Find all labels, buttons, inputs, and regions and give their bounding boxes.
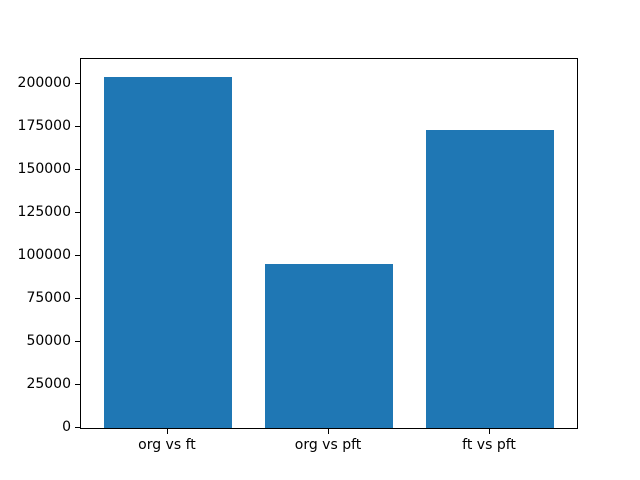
- y-tick-label: 50000: [26, 332, 71, 349]
- y-tick-label: 0: [62, 419, 71, 435]
- y-tick-mark: [75, 340, 80, 342]
- y-tick-label: 100000: [17, 246, 71, 263]
- plot-area: [80, 58, 578, 429]
- y-tick-mark: [75, 125, 80, 127]
- y-tick-mark: [75, 383, 80, 385]
- x-tick-mark: [328, 429, 329, 434]
- bar-org-vs-pft: [264, 264, 394, 428]
- x-tick-label-ft-vs-pft: ft vs pft: [462, 437, 516, 453]
- bar-org-vs-ft: [103, 76, 233, 428]
- x-tick-label-org-vs-pft: org vs pft: [294, 437, 362, 453]
- bar-ft-vs-pft: [425, 130, 555, 428]
- x-tick-mark: [489, 429, 491, 434]
- y-tick-label: 200000: [17, 74, 71, 91]
- y-tick-mark: [75, 297, 80, 299]
- y-tick-mark: [75, 427, 80, 428]
- y-tick-label: 175000: [17, 117, 71, 134]
- y-tick-label: 75000: [26, 289, 71, 306]
- x-tick-label-org-vs-ft: org vs ft: [138, 437, 196, 453]
- y-tick-mark: [75, 254, 80, 256]
- y-tick-mark: [75, 168, 80, 170]
- y-tick-label: 125000: [17, 203, 71, 220]
- y-tick-label: 25000: [26, 375, 71, 392]
- y-tick-mark: [75, 82, 80, 84]
- y-tick-mark: [75, 211, 80, 213]
- x-tick-mark: [166, 429, 168, 434]
- y-tick-label: 150000: [17, 160, 71, 177]
